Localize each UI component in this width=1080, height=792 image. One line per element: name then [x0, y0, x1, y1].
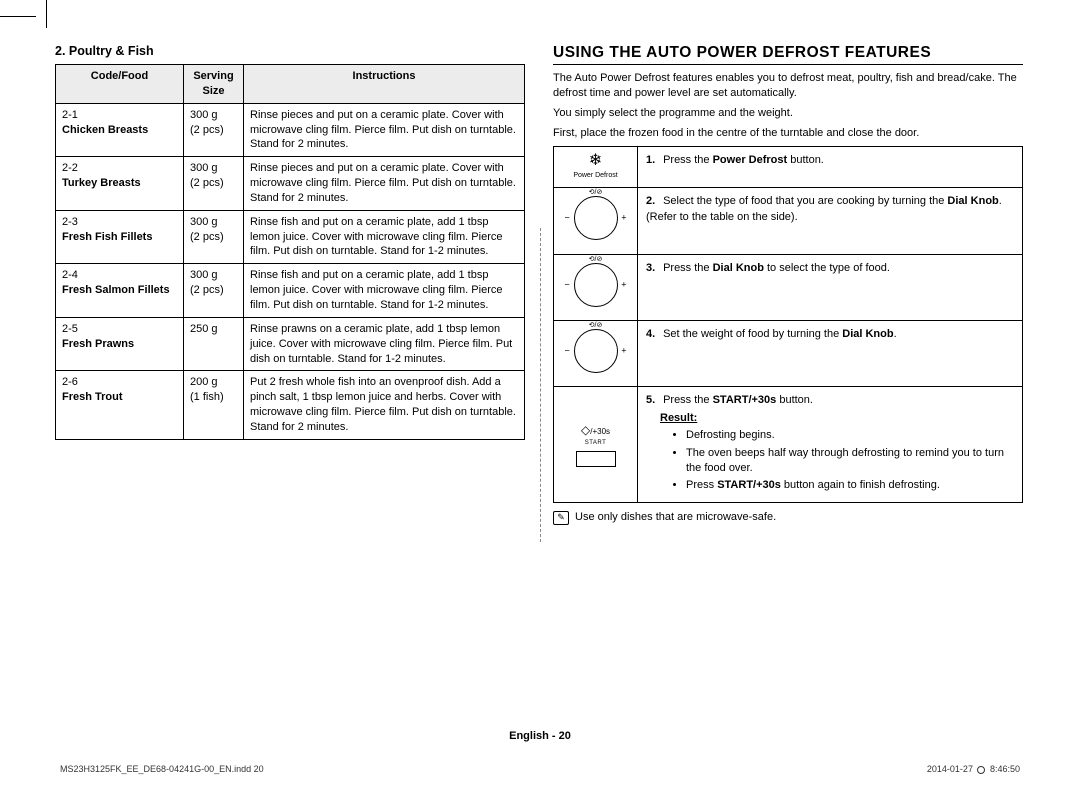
- step4-icon-cell: ⟲/⊘−+: [554, 320, 638, 386]
- start-button-box-icon: [576, 451, 616, 467]
- start-label: START: [556, 439, 635, 447]
- table-row: 2-4Fresh Salmon Fillets300 g(2 pcs)Rinse…: [56, 264, 525, 318]
- col-header-size: Serving Size: [184, 65, 244, 104]
- snowflake-icon: ❄: [556, 153, 635, 169]
- column-divider: [540, 228, 541, 542]
- step3-text: 3. Press the Dial Knob to select the typ…: [638, 254, 1023, 320]
- instructions-cell: Rinse prawns on a ceramic plate, add 1 t…: [244, 317, 525, 371]
- result-label: Result:: [660, 411, 1014, 426]
- code-food-cell: 2-2Turkey Breasts: [56, 157, 184, 211]
- code-food-cell: 2-5Fresh Prawns: [56, 317, 184, 371]
- serving-cell: 200 g(1 fish): [184, 371, 244, 439]
- defrost-intro-3: First, place the frozen food in the cent…: [553, 126, 1023, 141]
- instructions-cell: Rinse fish and put on a ceramic plate, a…: [244, 210, 525, 264]
- dial-knob-icon: ⟲/⊘−+: [574, 196, 618, 240]
- result-item: Defrosting begins.: [686, 428, 1014, 443]
- step2-text: 2. Select the type of food that you are …: [638, 188, 1023, 254]
- instructions-cell: Rinse pieces and put on a ceramic plate.…: [244, 157, 525, 211]
- col-header-code: Code/Food: [56, 65, 184, 104]
- start-diamond-icon: ◇/+30s: [556, 422, 635, 439]
- step1-icon-cell: ❄ Power Defrost: [554, 147, 638, 188]
- code-food-cell: 2-4Fresh Salmon Fillets: [56, 264, 184, 318]
- crop-mark-horizontal: [0, 16, 36, 17]
- table-row: 2-1Chicken Breasts300 g(2 pcs)Rinse piec…: [56, 103, 525, 157]
- instructions-cell: Put 2 fresh whole fish into an ovenproof…: [244, 371, 525, 439]
- table-row: 2-2Turkey Breasts300 g(2 pcs)Rinse piece…: [56, 157, 525, 211]
- code-food-cell: 2-3Fresh Fish Fillets: [56, 210, 184, 264]
- serving-cell: 300 g(2 pcs): [184, 264, 244, 318]
- result-bullets: Defrosting begins. The oven beeps half w…: [646, 428, 1014, 494]
- footer-center: English - 20: [509, 730, 571, 742]
- step4-text: 4. Set the weight of food by turning the…: [638, 320, 1023, 386]
- table-row: 2-5Fresh Prawns250 gRinse prawns on a ce…: [56, 317, 525, 371]
- serving-cell: 300 g(2 pcs): [184, 210, 244, 264]
- result-item: The oven beeps half way through defrosti…: [686, 446, 1014, 477]
- code-food-cell: 2-6Fresh Trout: [56, 371, 184, 439]
- serving-cell: 300 g(2 pcs): [184, 157, 244, 211]
- poultry-fish-heading: 2. Poultry & Fish: [55, 44, 525, 58]
- poultry-fish-table: Code/Food Serving Size Instructions 2-1C…: [55, 64, 525, 440]
- step3-icon-cell: ⟲/⊘−+: [554, 254, 638, 320]
- crop-mark-vertical: [46, 0, 47, 28]
- footer-timestamp: 2014-01-27 8:46:50: [927, 764, 1020, 774]
- defrost-intro-2: You simply select the programme and the …: [553, 106, 1023, 121]
- col-header-instructions: Instructions: [244, 65, 525, 104]
- step5-icon-cell: ◇/+30s START: [554, 387, 638, 502]
- right-column: USING THE AUTO POWER DEFROST FEATURES Th…: [553, 44, 1023, 734]
- instructions-cell: Rinse pieces and put on a ceramic plate.…: [244, 103, 525, 157]
- defrost-intro-1: The Auto Power Defrost features enables …: [553, 71, 1023, 101]
- footer-filename: MS23H3125FK_EE_DE68-04241G-00_EN.indd 20: [60, 764, 264, 774]
- page-content: 2. Poultry & Fish Code/Food Serving Size…: [55, 44, 1035, 734]
- step2-icon-cell: ⟲/⊘−+: [554, 188, 638, 254]
- dial-knob-icon: ⟲/⊘−+: [574, 329, 618, 373]
- result-item: Press START/+30s button again to finish …: [686, 478, 1014, 493]
- note-text: Use only dishes that are microwave-safe.: [575, 511, 776, 525]
- instructions-cell: Rinse fish and put on a ceramic plate, a…: [244, 264, 525, 318]
- code-food-cell: 2-1Chicken Breasts: [56, 103, 184, 157]
- power-defrost-label: Power Defrost: [556, 171, 635, 181]
- left-column: 2. Poultry & Fish Code/Food Serving Size…: [55, 44, 525, 734]
- serving-cell: 300 g(2 pcs): [184, 103, 244, 157]
- table-row: 2-3Fresh Fish Fillets300 g(2 pcs)Rinse f…: [56, 210, 525, 264]
- defrost-steps-table: ❄ Power Defrost 1. Press the Power Defro…: [553, 146, 1023, 502]
- step1-text: 1. Press the Power Defrost button.: [638, 147, 1023, 188]
- clock-icon: [977, 766, 985, 774]
- defrost-title: USING THE AUTO POWER DEFROST FEATURES: [553, 44, 1023, 65]
- note-icon: ✎: [553, 511, 569, 525]
- table-row: 2-6Fresh Trout200 g(1 fish)Put 2 fresh w…: [56, 371, 525, 439]
- dial-knob-icon: ⟲/⊘−+: [574, 263, 618, 307]
- note-row: ✎ Use only dishes that are microwave-saf…: [553, 511, 1023, 525]
- serving-cell: 250 g: [184, 317, 244, 371]
- step5-text: 5. Press the START/+30s button. Result: …: [638, 387, 1023, 502]
